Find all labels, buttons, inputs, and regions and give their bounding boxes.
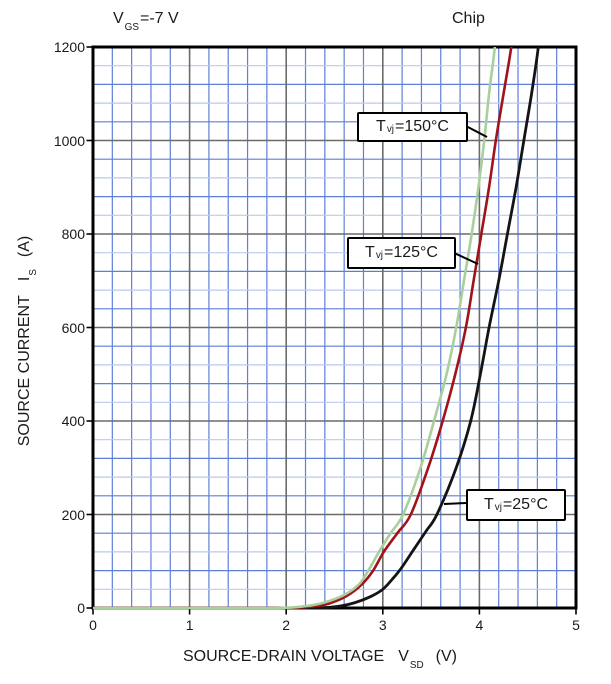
x-tick-label: 0 [89,617,97,633]
y-tick-label: 800 [61,226,85,242]
x-tick-label: 3 [378,617,387,633]
gate-voltage-condition-label: VGS=-7 V [113,10,179,33]
y-tick-label: 600 [61,319,85,336]
y-tick-label: 1200 [53,39,85,55]
x-tick-label: 1 [185,617,194,633]
x-tick-label: 5 [572,617,580,633]
x-tick-label: 4 [475,617,484,633]
y-tick-label: 400 [61,413,85,429]
leader-125c [451,251,479,265]
curve-25c [93,47,540,610]
leader-25c [443,502,467,505]
x-axis-title: SOURCE-DRAIN VOLTAGE VSD(V) [183,648,457,671]
curve-150c [93,47,497,610]
x-tick-label: 2 [282,617,291,633]
y-axis-title: SOURCE CURRENTIS(A) [15,235,39,447]
curve-125c [93,47,513,610]
y-tick-label: 0 [77,600,85,616]
y-tick-label: 200 [61,506,85,523]
y-tick-label: 1000 [53,132,85,149]
chip-label: Chip [452,10,485,27]
